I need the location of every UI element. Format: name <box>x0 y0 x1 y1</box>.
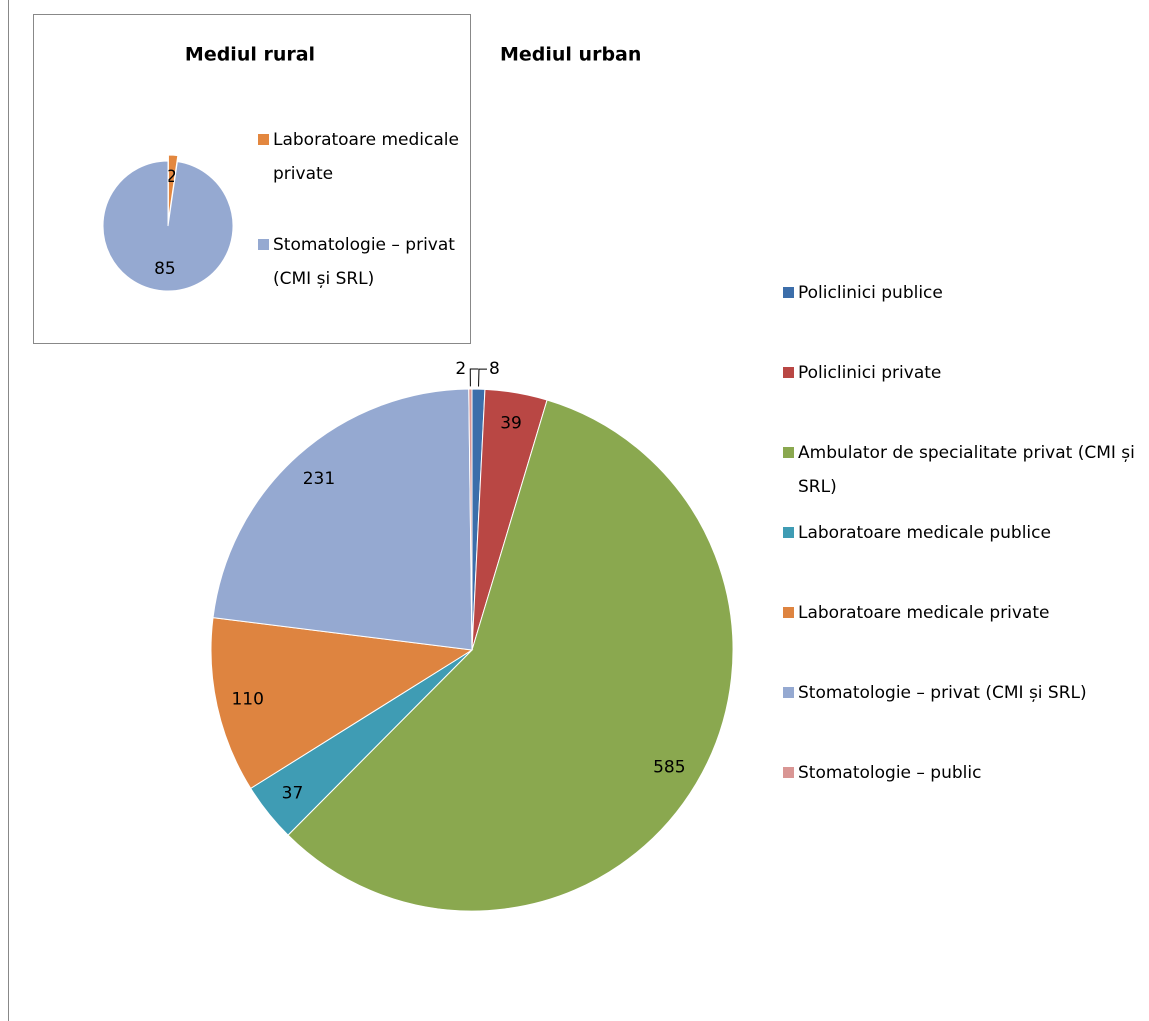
data-label: 37 <box>282 783 304 803</box>
text-line: (CMI și SRL) <box>273 269 374 289</box>
legend-swatch <box>783 767 794 778</box>
data-label: 110 <box>231 690 263 710</box>
leader-line <box>469 368 479 387</box>
pie-slice <box>287 399 734 912</box>
pie-slice <box>212 388 473 651</box>
text-line: private <box>273 164 333 184</box>
data-label: 2 <box>166 167 177 187</box>
legend-swatch <box>783 447 794 458</box>
data-label: 231 <box>303 469 335 489</box>
chart-title: Mediul urban <box>500 44 641 66</box>
pie-slice <box>468 388 473 651</box>
legend-label: Stomatologie – privat (CMI și SRL) <box>798 683 1087 703</box>
legend-swatch <box>783 367 794 378</box>
text-line: Ambulator de specialitate privat (CMI și <box>798 443 1135 463</box>
legend-swatch <box>258 134 269 145</box>
pie-slice <box>210 617 474 790</box>
inset-border <box>33 14 471 344</box>
legend-label: Policlinici private <box>798 363 941 383</box>
legend-label: Laboratoare medicale private <box>273 130 459 184</box>
legend-label: Ambulator de specialitate privat (CMI și… <box>798 443 1135 497</box>
data-label: 8 <box>489 359 500 379</box>
legend-label: Stomatologie – privat (CMI și SRL) <box>273 235 455 289</box>
data-label: 585 <box>653 758 685 778</box>
legend-swatch <box>783 607 794 618</box>
text-line: Laboratoare medicale <box>273 130 459 150</box>
legend-swatch <box>258 239 269 250</box>
leader-line <box>478 368 487 387</box>
text-line: Stomatologie – privat <box>273 235 455 255</box>
legend-label: Stomatologie – public <box>798 763 981 783</box>
pie-slice <box>102 160 234 292</box>
legend-label: Laboratoare medicale publice <box>798 523 1051 543</box>
legend-swatch <box>783 287 794 298</box>
legend-label: Policlinici publice <box>798 283 943 303</box>
text-line: SRL) <box>798 477 837 497</box>
legend-label: Laboratoare medicale private <box>798 603 1049 623</box>
data-label: 85 <box>154 259 176 279</box>
legend-swatch <box>783 687 794 698</box>
chart-title: Mediul rural <box>185 44 315 66</box>
data-label: 39 <box>500 414 522 434</box>
data-label: 2 <box>455 359 466 379</box>
legend-swatch <box>783 527 794 538</box>
